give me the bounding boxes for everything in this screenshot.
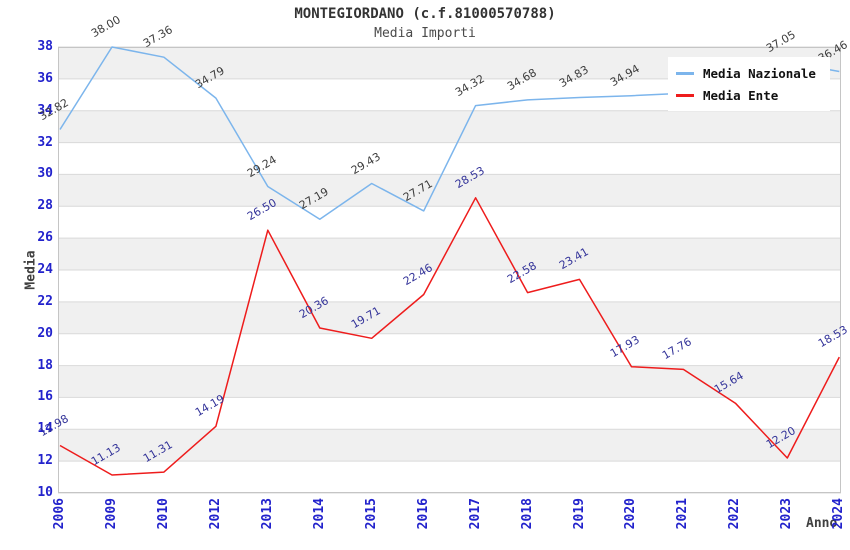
y-tick-label: 34 — [37, 102, 53, 118]
y-tick-label: 16 — [37, 389, 53, 405]
y-tick-label: 24 — [37, 262, 53, 277]
y-tick-label: 38 — [37, 39, 53, 54]
x-tick-label: 2012 — [207, 498, 223, 530]
x-tick-label: 2022 — [727, 498, 743, 530]
legend-label: Media Nazionale — [703, 65, 816, 81]
series-line-1 — [59, 197, 840, 476]
plot-area — [58, 46, 841, 494]
x-tick-label: 2019 — [571, 498, 587, 530]
chart-subtitle: Media Importi — [374, 26, 476, 41]
x-tick-label: 2006 — [52, 498, 67, 530]
legend-item: Media Ente — [676, 84, 822, 106]
y-tick-label: 30 — [37, 166, 53, 182]
y-tick-label: 22 — [37, 293, 53, 309]
x-tick-label: 2023 — [779, 498, 795, 530]
x-axis-title: Anno — [806, 516, 838, 531]
x-tick-label: 2009 — [103, 498, 119, 530]
y-tick-label: 10 — [37, 485, 53, 500]
y-tick-label: 36 — [37, 70, 53, 86]
y-tick-label: 32 — [37, 134, 53, 150]
x-tick-label: 2010 — [155, 498, 171, 530]
plot-canvas — [58, 46, 841, 494]
legend-swatch-icon — [676, 71, 694, 75]
x-tick-label: 2015 — [363, 498, 379, 530]
legend-label: Media Ente — [703, 87, 779, 103]
chart-title: MONTEGIORDANO (c.f.81000570788) — [294, 6, 556, 22]
x-tick-label: 2016 — [415, 498, 431, 530]
y-tick-label: 28 — [37, 198, 53, 214]
legend-item: Media Nazionale — [676, 62, 822, 84]
x-tick-label: 2017 — [467, 498, 483, 530]
y-tick-label: 20 — [37, 325, 53, 341]
x-tick-label: 2024 — [831, 498, 847, 530]
legend: Media Nazionale Media Ente — [668, 57, 830, 111]
x-tick-label: 2013 — [259, 498, 275, 530]
x-tick-label: 2021 — [675, 498, 691, 530]
x-tick-label: 2014 — [311, 498, 327, 530]
y-tick-label: 18 — [37, 357, 53, 373]
y-tick-label: 12 — [37, 453, 53, 469]
x-tick-label: 2020 — [623, 498, 639, 530]
y-tick-label: 26 — [37, 230, 53, 246]
legend-swatch-icon — [676, 93, 694, 97]
x-tick-label: 2018 — [519, 498, 535, 530]
y-tick-label: 14 — [37, 421, 53, 437]
